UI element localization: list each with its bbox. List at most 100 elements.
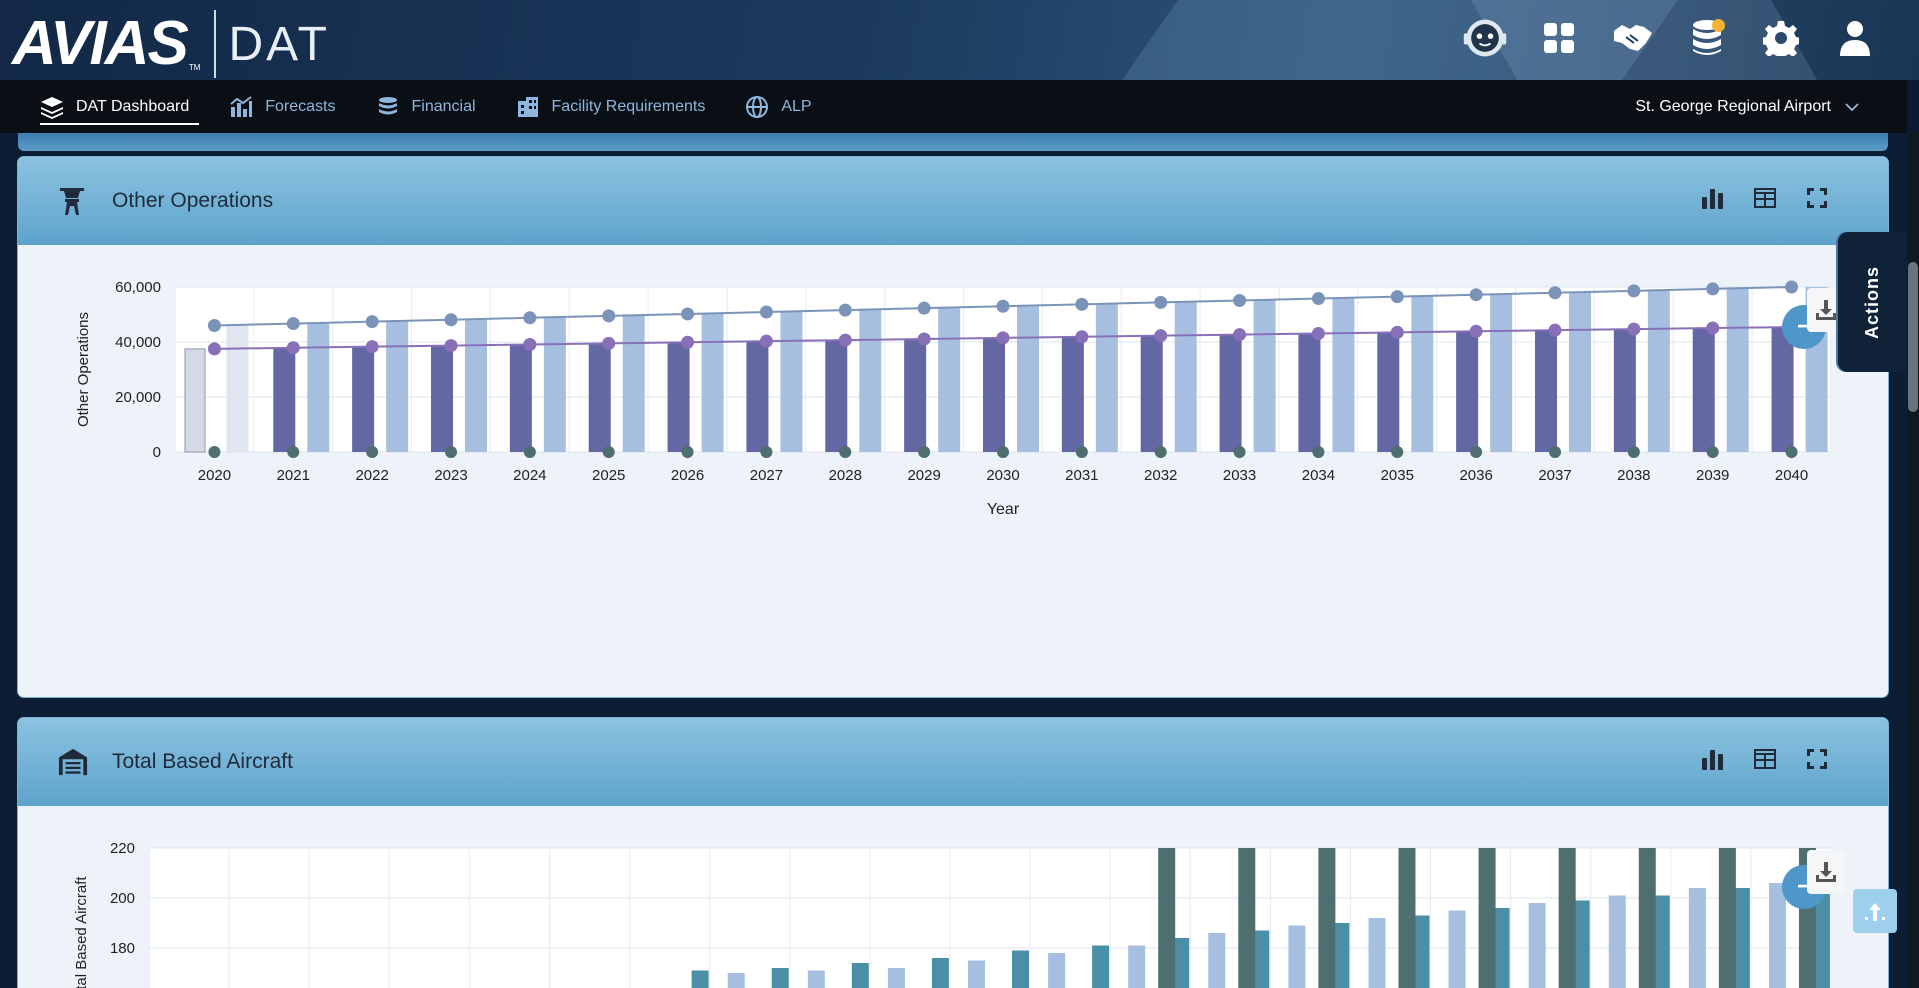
scrollbar-thumb[interactable]: [1908, 262, 1918, 412]
nav-financial[interactable]: Financial: [356, 80, 496, 133]
bar-total-baseline: [859, 310, 882, 452]
point-cargo-user: [1627, 446, 1640, 458]
x-tick-label: 2030: [986, 467, 1019, 484]
bar-chart-icon[interactable]: [1700, 185, 1726, 211]
y-axis-label: Other Operations: [75, 312, 92, 427]
bar-series-1: [1252, 930, 1270, 988]
nav-dat-dashboard[interactable]: DAT Dashboard: [0, 80, 209, 133]
bar-ga-baseline: [1219, 334, 1242, 452]
nav-label: DAT Dashboard: [76, 97, 190, 115]
point-ga-user-line: [1548, 323, 1562, 337]
bar-total-baseline: [622, 315, 645, 452]
bar-ga-baseline: [667, 342, 690, 452]
control-tower-icon: [58, 186, 88, 216]
bar-series-0: [1688, 888, 1706, 988]
header-icons: [1461, 14, 1879, 62]
point-cargo-user: [1233, 446, 1246, 458]
table-icon[interactable]: [1752, 746, 1778, 772]
bar-series-1: [1652, 895, 1670, 988]
bar-series-2: [1158, 848, 1176, 988]
assistant-bot-icon[interactable]: [1461, 14, 1509, 62]
main-nav: DAT Dashboard Forecasts Financial Facili…: [0, 80, 1907, 133]
bar-chart-icon[interactable]: [1700, 746, 1726, 772]
point-ga-user-line: [365, 340, 379, 354]
point-cargo-user: [760, 446, 773, 458]
point-cargo-user: [1785, 446, 1798, 458]
y-tick-label: 40,000: [115, 334, 161, 351]
x-tick-label: 2038: [1617, 467, 1650, 484]
x-tick-label: 2036: [1459, 467, 1492, 484]
bar-series-2: [1398, 848, 1416, 988]
point-ga-user-line: [759, 334, 773, 348]
fullscreen-icon[interactable]: [1804, 746, 1830, 772]
point-total-user-line: [207, 319, 221, 332]
point-total-user-line: [602, 309, 616, 323]
point-total-user-line: [996, 299, 1010, 313]
bar-ga-baseline: [1377, 332, 1400, 452]
bar-ga-baseline: [352, 346, 375, 452]
logo-trademark: TM: [188, 63, 201, 72]
airport-name: St. George Regional Airport: [1635, 97, 1831, 115]
x-tick-label: 2028: [829, 467, 862, 484]
x-tick-label: 2021: [277, 467, 310, 484]
point-cargo-user: [208, 446, 221, 458]
point-cargo-user: [602, 446, 615, 458]
bar-series-2: [1718, 848, 1736, 988]
x-tick-label: 2020: [198, 467, 231, 484]
bar-series-2: [1558, 848, 1576, 988]
product-name: DAT: [228, 17, 330, 71]
apps-grid-icon[interactable]: [1535, 14, 1583, 62]
point-cargo-user: [1154, 446, 1167, 458]
bar-ga-baseline: [1456, 331, 1479, 452]
x-tick-label: 2027: [750, 467, 783, 484]
bar-series-1: [1812, 880, 1830, 988]
y-tick-label: 60,000: [115, 279, 161, 296]
app-logo[interactable]: AVIAS TM DAT: [12, 9, 330, 78]
point-ga-user-line: [1706, 321, 1720, 335]
bar-series-1: [1492, 908, 1510, 988]
bar-ga-baseline: [1140, 335, 1163, 452]
bar-total-baseline: [701, 313, 724, 452]
bar-ga-baseline: [273, 347, 296, 452]
bar-total-baseline: [1332, 298, 1355, 452]
bar-total-baseline: [1174, 302, 1197, 452]
database-icon[interactable]: [1683, 14, 1731, 62]
x-tick-label: 2024: [513, 467, 546, 484]
upload-icon: [1865, 903, 1885, 921]
point-total-user-line: [1311, 292, 1325, 306]
highlighted-bar: [226, 325, 249, 452]
point-total-user-line: [759, 305, 773, 319]
total-based-aircraft-card: Total Based Aircraft 180 200 220 Total Base…: [18, 718, 1888, 988]
bar-total-baseline: [1095, 304, 1118, 452]
point-ga-user-line: [1075, 330, 1089, 344]
point-ga-user-line: [1627, 322, 1641, 336]
nav-forecasts[interactable]: Forecasts: [209, 80, 355, 133]
user-icon[interactable]: [1831, 14, 1879, 62]
previous-card-bottom: [18, 133, 1888, 151]
gear-icon[interactable]: [1757, 14, 1805, 62]
building-icon: [516, 95, 540, 119]
point-ga-user-line: [1390, 325, 1404, 339]
point-total-user-line: [286, 317, 300, 331]
table-icon[interactable]: [1752, 185, 1778, 211]
card-title: Total Based Aircraft: [112, 750, 293, 773]
point-ga-user-line: [207, 342, 221, 356]
y-tick-label: 200: [110, 890, 135, 907]
actions-tab[interactable]: Actions: [1838, 232, 1907, 372]
bar-total-baseline: [780, 312, 803, 452]
handshake-icon[interactable]: [1609, 14, 1657, 62]
download-button[interactable]: [1807, 850, 1845, 894]
nav-facility-requirements[interactable]: Facility Requirements: [496, 80, 726, 133]
point-total-user-line: [681, 307, 695, 321]
nav-alp[interactable]: ALP: [725, 80, 831, 133]
point-ga-user-line: [917, 332, 931, 346]
airport-select[interactable]: St. George Regional Airport: [1635, 80, 1859, 133]
point-total-user-line: [1548, 286, 1562, 300]
bar-total-baseline: [938, 308, 961, 452]
point-cargo-user: [1075, 446, 1088, 458]
scroll-top-button[interactable]: [1853, 889, 1897, 933]
fullscreen-icon[interactable]: [1804, 185, 1830, 211]
y-axis-label: Total Based Aircraft: [73, 876, 90, 988]
nav-label: Facility Requirements: [551, 97, 706, 115]
logo-mark: AVIAS: [12, 9, 189, 78]
